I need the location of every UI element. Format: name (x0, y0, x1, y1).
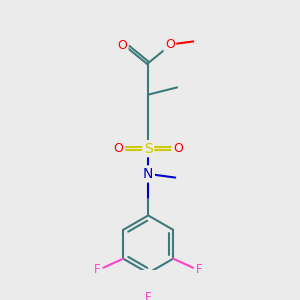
Text: O: O (117, 39, 127, 52)
Text: S: S (144, 142, 153, 156)
Text: F: F (145, 291, 152, 300)
Text: F: F (94, 263, 101, 276)
Text: O: O (173, 142, 183, 155)
Text: F: F (196, 263, 202, 276)
Text: O: O (113, 142, 123, 155)
Text: O: O (165, 38, 175, 51)
Text: N: N (143, 167, 153, 181)
